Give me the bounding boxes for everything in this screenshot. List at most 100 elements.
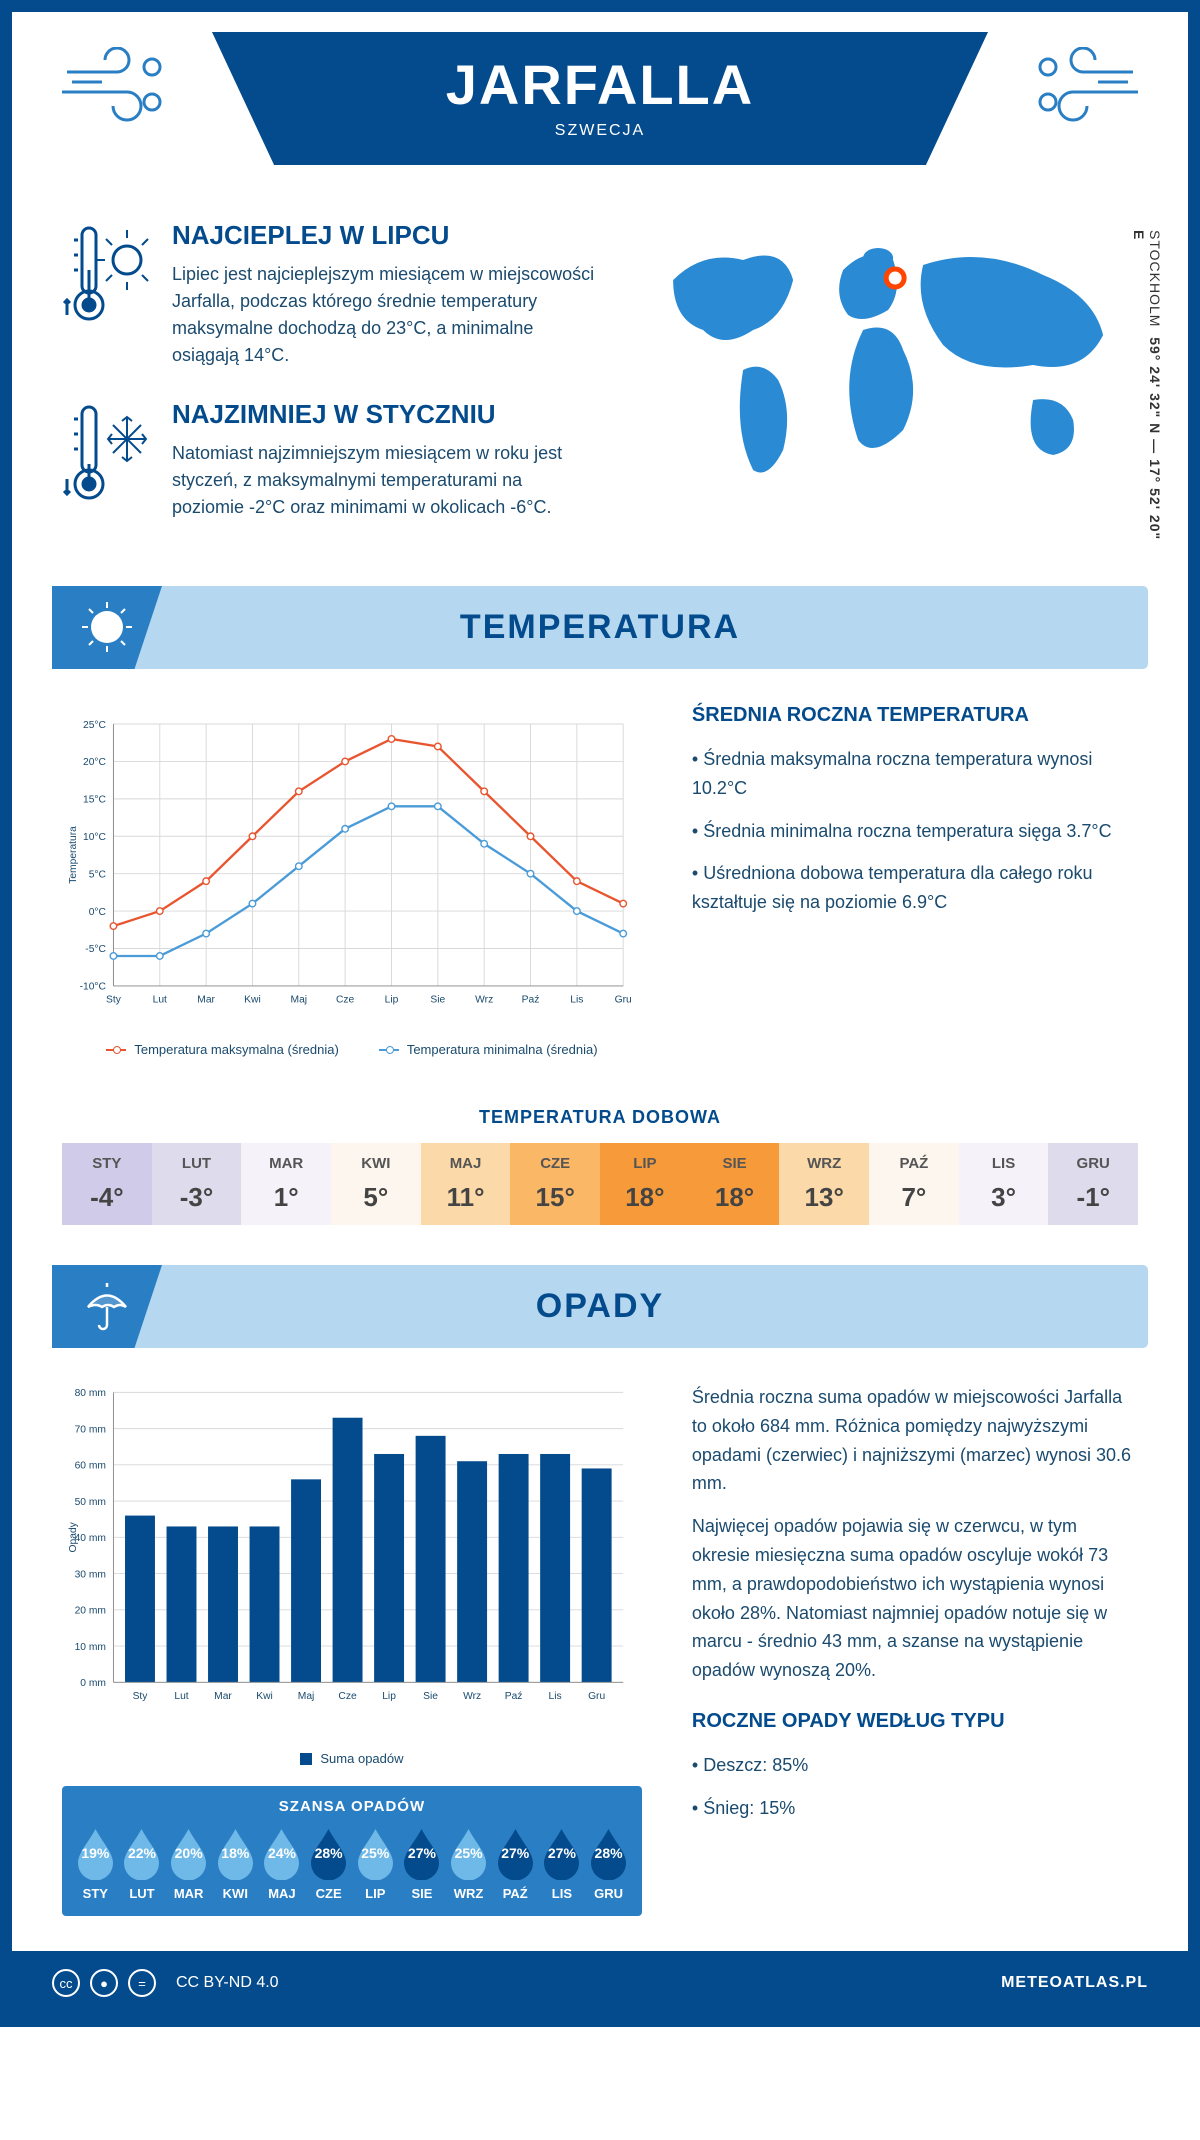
svg-text:Mar: Mar	[197, 995, 215, 1006]
svg-text:-10°C: -10°C	[80, 982, 107, 993]
chance-drop: 27%PAŹ	[493, 1825, 538, 1901]
daily-cell: GRU-1°	[1048, 1143, 1138, 1225]
svg-text:20°C: 20°C	[83, 757, 107, 768]
chance-drop: 25%LIP	[353, 1825, 398, 1901]
daily-cell: PAŹ7°	[869, 1143, 959, 1225]
chance-drop: 19%STY	[73, 1825, 118, 1901]
svg-text:Wrz: Wrz	[475, 995, 493, 1006]
svg-text:60 mm: 60 mm	[75, 1461, 106, 1472]
svg-text:Lut: Lut	[174, 1691, 188, 1702]
chance-drop: 25%WRZ	[446, 1825, 491, 1901]
daily-cell: LIS3°	[959, 1143, 1049, 1225]
sun-icon	[52, 586, 162, 669]
by-icon: ●	[90, 1969, 118, 1997]
svg-text:Sie: Sie	[430, 995, 445, 1006]
svg-text:Maj: Maj	[291, 995, 308, 1006]
svg-text:Kwi: Kwi	[244, 995, 261, 1006]
svg-text:-5°C: -5°C	[85, 944, 106, 955]
thermometer-sun-icon	[62, 220, 152, 369]
svg-text:Sty: Sty	[133, 1691, 149, 1702]
svg-text:Sie: Sie	[423, 1691, 438, 1702]
umbrella-icon	[52, 1265, 162, 1348]
svg-text:Mar: Mar	[214, 1691, 232, 1702]
svg-text:20 mm: 20 mm	[75, 1606, 106, 1617]
country-subtitle: SZWECJA	[212, 122, 988, 140]
temperature-line-chart: -10°C -5°C 0°C 5°C 10°C 15°C 20°C 25°C Sty Lut Mar…	[62, 704, 642, 1034]
daily-cell: STY-4°	[62, 1143, 152, 1225]
chance-drop: 18%KWI	[213, 1825, 258, 1901]
svg-text:5°C: 5°C	[89, 869, 107, 880]
svg-text:25°C: 25°C	[83, 720, 107, 731]
chance-of-rain-band: SZANSA OPADÓW 19%STY22%LUT20%MAR18%KWI24…	[62, 1786, 642, 1916]
daily-cell: LIP18°	[600, 1143, 690, 1225]
annual-item: Średnia minimalna roczna temperatura się…	[692, 817, 1138, 846]
svg-text:Opady: Opady	[68, 1521, 79, 1552]
thermometer-snow-icon	[62, 399, 152, 521]
svg-text:Lis: Lis	[570, 995, 583, 1006]
chance-drop: 20%MAR	[166, 1825, 211, 1901]
annual-temp-info: ŚREDNIA ROCZNA TEMPERATURA Średnia maksy…	[692, 704, 1138, 1057]
daily-cell: MAJ11°	[421, 1143, 511, 1225]
annual-item: Uśredniona dobowa temperatura dla całego…	[692, 859, 1138, 917]
svg-text:Sty: Sty	[106, 995, 122, 1006]
svg-text:30 mm: 30 mm	[75, 1569, 106, 1580]
svg-text:80 mm: 80 mm	[75, 1388, 106, 1399]
fact-warm-text: Lipiec jest najcieplejszym miesiącem w m…	[172, 261, 598, 369]
svg-text:70 mm: 70 mm	[75, 1424, 106, 1435]
daily-temp-title: TEMPERATURA DOBOWA	[12, 1107, 1188, 1128]
svg-text:10°C: 10°C	[83, 832, 107, 843]
section-precipitation: OPADY	[52, 1265, 1148, 1348]
annual-item: Średnia maksymalna roczna temperatura wy…	[692, 745, 1138, 803]
daily-cell: CZE15°	[510, 1143, 600, 1225]
cc-icon: cc	[52, 1969, 80, 1997]
intro-section: NAJCIEPLEJ W LIPCU Lipiec jest najcieple…	[12, 195, 1188, 586]
daily-cell: SIE18°	[690, 1143, 780, 1225]
svg-text:Paź: Paź	[522, 995, 540, 1006]
world-map	[628, 220, 1138, 510]
fact-warm-title: NAJCIEPLEJ W LIPCU	[172, 220, 598, 251]
footer: cc ● = CC BY-ND 4.0 METEOATLAS.PL	[12, 1951, 1188, 2015]
svg-text:0 mm: 0 mm	[80, 1678, 106, 1689]
daily-cell: MAR1°	[241, 1143, 331, 1225]
svg-text:Cze: Cze	[338, 1691, 357, 1702]
city-title: JARFALLA	[212, 52, 988, 117]
chance-drop: 24%MAJ	[259, 1825, 304, 1901]
wind-icon	[57, 47, 167, 132]
svg-text:Lip: Lip	[385, 995, 399, 1006]
svg-text:40 mm: 40 mm	[75, 1533, 106, 1544]
precip-legend: Suma opadów	[62, 1751, 642, 1766]
daily-cell: LUT-3°	[152, 1143, 242, 1225]
svg-text:0°C: 0°C	[89, 907, 107, 918]
svg-text:Cze: Cze	[336, 995, 355, 1006]
svg-text:Gru: Gru	[588, 1691, 605, 1702]
header: JARFALLA SZWECJA	[12, 12, 1188, 195]
precipitation-bar-chart: 0 mm10 mm20 mm30 mm40 mm50 mm60 mm70 mm8…	[62, 1383, 642, 1743]
svg-text:Kwi: Kwi	[256, 1691, 273, 1702]
svg-text:Lip: Lip	[382, 1691, 396, 1702]
site-name: METEOATLAS.PL	[1001, 1974, 1148, 1992]
daily-temp-table: STY-4°LUT-3°MAR1°KWI5°MAJ11°CZE15°LIP18°…	[62, 1143, 1138, 1225]
title-band: JARFALLA SZWECJA	[212, 32, 988, 165]
nd-icon: =	[128, 1969, 156, 1997]
daily-cell: WRZ13°	[779, 1143, 869, 1225]
precip-info: Średnia roczna suma opadów w miejscowośc…	[692, 1383, 1138, 1916]
svg-text:Gru: Gru	[615, 995, 632, 1006]
svg-text:Maj: Maj	[298, 1691, 315, 1702]
chance-drop: 22%LUT	[119, 1825, 164, 1901]
chance-drop: 28%CZE	[306, 1825, 351, 1901]
svg-text:Paź: Paź	[505, 1691, 523, 1702]
fact-cold-title: NAJZIMNIEJ W STYCZNIU	[172, 399, 598, 430]
svg-text:Lut: Lut	[153, 995, 167, 1006]
fact-warmest: NAJCIEPLEJ W LIPCU Lipiec jest najcieple…	[62, 220, 598, 369]
svg-text:Wrz: Wrz	[463, 1691, 481, 1702]
svg-text:50 mm: 50 mm	[75, 1497, 106, 1508]
wind-icon	[1033, 47, 1143, 132]
svg-text:Temperatura: Temperatura	[68, 826, 79, 884]
daily-cell: KWI5°	[331, 1143, 421, 1225]
chart-legend: Temperatura maksymalna (średnia) Tempera…	[62, 1042, 642, 1057]
svg-text:Lis: Lis	[549, 1691, 562, 1702]
fact-coldest: NAJZIMNIEJ W STYCZNIU Natomiast najzimni…	[62, 399, 598, 521]
chance-drop: 27%SIE	[399, 1825, 444, 1901]
svg-text:15°C: 15°C	[83, 795, 107, 806]
chance-drop: 28%GRU	[586, 1825, 631, 1901]
